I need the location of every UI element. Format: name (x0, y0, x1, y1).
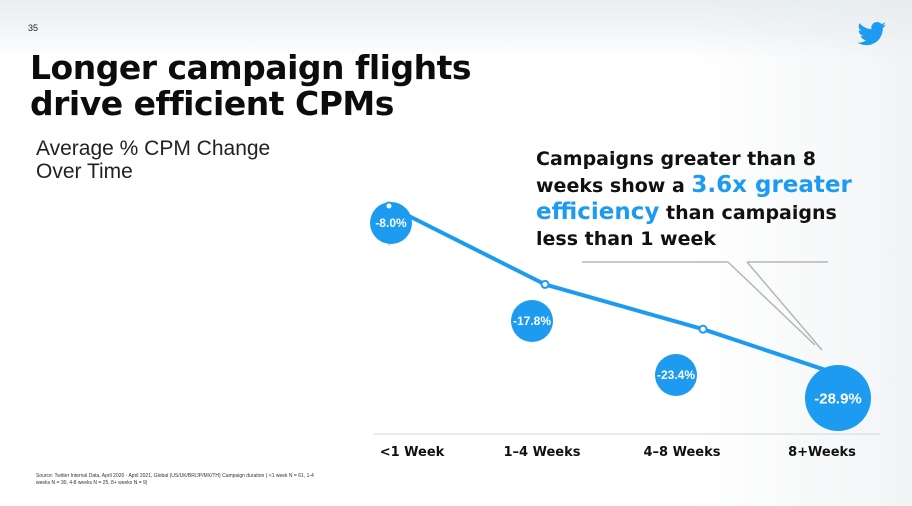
data-point-1 (384, 201, 394, 211)
data-bubble-3 (655, 354, 697, 396)
callout-text-after: than campaigns less than 1 week (536, 202, 837, 250)
page-title: Longer campaign flights drive efficient … (30, 48, 472, 123)
chart-title-line-1: Average % CPM Change (36, 137, 271, 160)
data-bubble-4 (805, 365, 871, 431)
callout-text-before: Campaigns greater than 8 weeks show a (536, 148, 816, 197)
twitter-bird-icon (857, 22, 886, 46)
chart-title: Average % CPM Change Over Time (36, 137, 270, 183)
page-title-line-2: drive efficient CPMs (30, 84, 394, 123)
data-point-3 (698, 324, 708, 334)
callout-arrow (582, 261, 828, 351)
page-title-line-1: Longer campaign flights (30, 48, 472, 87)
callout-highlight: 3.6x greater efficiency (536, 172, 852, 225)
x-tick-label-4: 8+Weeks (788, 445, 856, 460)
chart-layer: -8.0% -17.8% -23.4% -28.9% <1 Week 1–4 Weeks 4… (370, 201, 871, 460)
callout-text: Campaigns greater than 8 weeks show a 3.… (536, 146, 876, 252)
page-number: 35 (28, 23, 39, 33)
side-texture (692, 0, 912, 506)
x-tick-label-2: 1–4 Weeks (503, 445, 580, 460)
x-tick-label-3: 4–8 Weeks (643, 445, 720, 460)
chart-title-line-2: Over Time (36, 160, 133, 183)
data-bubble-2 (511, 300, 553, 342)
data-label-4: -28.9% (814, 390, 862, 407)
data-label-2: -17.8% (513, 314, 551, 328)
data-bubble-1 (370, 202, 412, 244)
x-tick-label-1: <1 Week (380, 445, 445, 460)
data-label-1: -8.0% (375, 216, 407, 230)
data-point-2 (540, 279, 550, 289)
series-line (387, 204, 837, 376)
source-note: Source: Twitter Internal Data, April 202… (36, 473, 314, 486)
data-label-3: -23.4% (657, 368, 695, 382)
